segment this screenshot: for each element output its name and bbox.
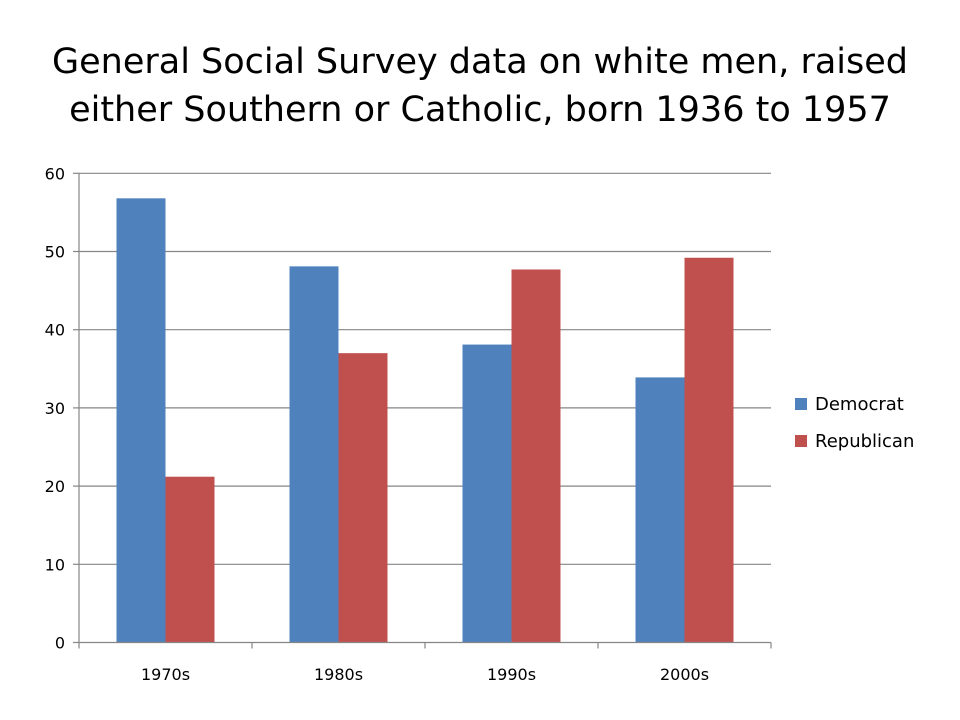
x-tick-label: 2000s — [660, 665, 709, 684]
legend-swatch-democrat — [795, 398, 807, 410]
chart-title: General Social Survey data on white men,… — [0, 38, 960, 134]
bar-republican-2000s — [684, 257, 734, 643]
y-tick-label: 10 — [45, 555, 65, 574]
y-tick-label: 0 — [55, 634, 65, 653]
x-tick-label: 1980s — [314, 665, 363, 684]
y-tick-label: 20 — [45, 477, 65, 496]
chart-title-line-2: either Southern or Catholic, born 1936 t… — [69, 90, 891, 130]
x-tick-label: 1990s — [487, 665, 536, 684]
y-tick-label: 50 — [45, 243, 65, 262]
bar-democrat-1990s — [462, 344, 512, 643]
bar-republican-1980s — [338, 353, 388, 643]
y-tick-label: 30 — [45, 399, 65, 418]
bar-democrat-2000s — [635, 377, 685, 643]
y-tick-label: 60 — [45, 164, 65, 183]
legend-label-republican: Republican — [815, 431, 914, 452]
bar-democrat-1980s — [289, 266, 339, 643]
bar-democrat-1970s — [116, 198, 166, 643]
bar-republican-1990s — [511, 269, 561, 643]
legend-label-democrat: Democrat — [815, 394, 904, 415]
bar-republican-1970s — [165, 476, 215, 643]
legend-swatch-republican — [795, 435, 807, 447]
chart-title-line-1: General Social Survey data on white men,… — [51, 42, 909, 82]
x-tick-label: 1970s — [141, 665, 190, 684]
y-tick-label: 40 — [45, 321, 65, 340]
